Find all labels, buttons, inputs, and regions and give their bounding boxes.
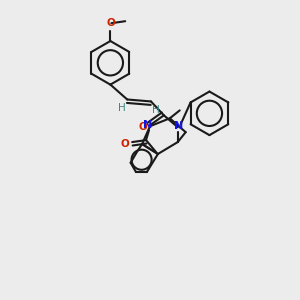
Text: O: O	[139, 122, 147, 132]
Text: N: N	[174, 121, 183, 131]
Text: O: O	[107, 18, 116, 28]
Text: N: N	[143, 120, 153, 130]
Text: H: H	[118, 103, 126, 113]
Text: O: O	[121, 139, 130, 149]
Text: H: H	[152, 105, 160, 116]
